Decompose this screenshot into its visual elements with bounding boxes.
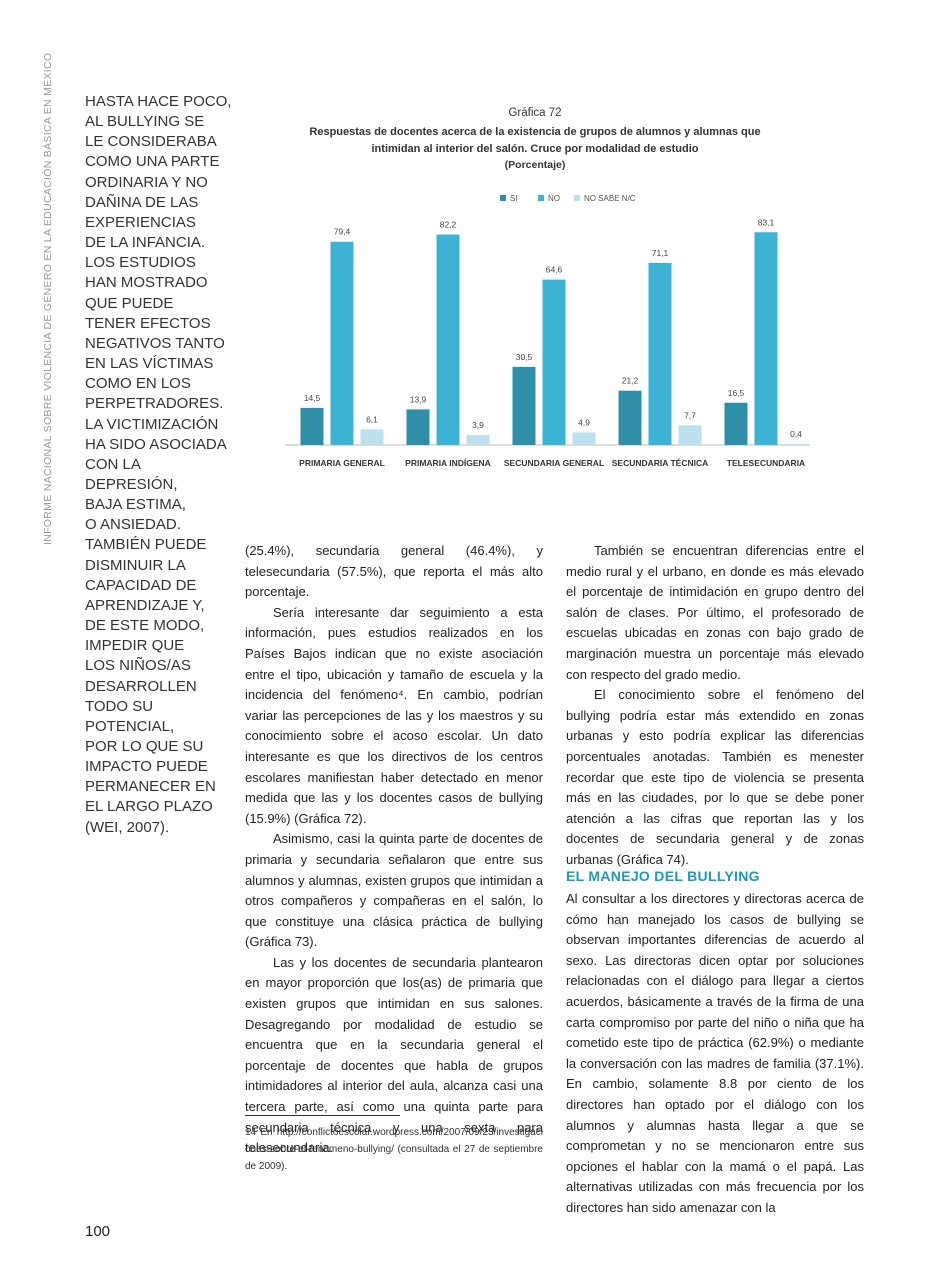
bar — [648, 262, 672, 445]
paragraph: Las y los docentes de secundaria plantea… — [245, 954, 543, 1156]
bar — [406, 409, 430, 445]
bar — [330, 241, 354, 445]
legend-swatch — [574, 195, 580, 201]
legend-swatch — [500, 195, 506, 201]
quote-line: IMPEDIR QUE — [85, 637, 185, 655]
quote-line: AL BULLYING SE — [85, 113, 205, 131]
paragraph: (25.4%), secundaria general (46.4%), y t… — [245, 543, 543, 600]
bar — [360, 429, 384, 445]
value-label: 3,9 — [472, 420, 484, 430]
quote-line: PERMANECER EN — [85, 778, 216, 796]
quote-line: TAMBIÉN PUEDE — [85, 536, 207, 554]
x-tick-label: PRIMARIA INDÍGENA — [405, 458, 491, 468]
paragraph: También se encuentran diferencias entre … — [566, 543, 864, 682]
value-label: 0,4 — [790, 429, 802, 439]
value-label: 82,2 — [440, 220, 457, 230]
bar — [678, 425, 702, 445]
value-label: 71,1 — [652, 248, 669, 258]
paragraph: El conocimiento sobre el fenómeno del bu… — [566, 687, 864, 867]
paragraph: Asimismo, casi la quinta parte de docent… — [245, 831, 543, 950]
quote-line: EXPERIENCIAS — [85, 213, 196, 231]
bar — [300, 407, 324, 445]
paragraph: Al consultar a los directores y director… — [566, 891, 864, 1215]
section-heading: EL MANEJO DEL BULLYING — [566, 868, 760, 884]
chart-title: Respuestas de docentes acerca de la exis… — [309, 126, 761, 155]
value-label: 7,7 — [684, 410, 696, 420]
quote-line: POTENCIAL, — [85, 717, 175, 735]
quote-line: LOS ESTUDIOS — [85, 254, 196, 272]
quote-line: DISMINUIR LA — [85, 556, 186, 574]
chart-label: Gráfica 72 — [508, 107, 562, 119]
quote-line: TODO SU — [85, 697, 154, 715]
x-tick-label: PRIMARIA GENERAL — [299, 458, 385, 468]
quote-line: PERPETRADORES. — [85, 395, 224, 413]
quote-line: ORDINARIA Y NO — [85, 173, 208, 191]
quote-line: COMO EN LOS — [85, 375, 191, 393]
bar — [436, 234, 460, 445]
body-column: (25.4%), secundaria general (46.4%), y t… — [245, 541, 543, 1159]
bar — [754, 232, 778, 445]
bar — [466, 435, 490, 445]
legend-label: NO SABE N/C — [584, 194, 636, 203]
quote-line: LOS NIÑOS/AS — [85, 657, 191, 675]
quote-line: (WEI, 2007). — [85, 818, 170, 836]
bar — [724, 402, 748, 445]
pull-quote: HASTA HACE POCO, AL BULLYING SE LE CONSIDE… — [85, 92, 235, 838]
quote-line: HAN MOSTRADO — [85, 274, 208, 292]
chart: SI NO NO SABE N/C 14,5 79,4 6,1 PRIMARIA GENER… — [240, 92, 830, 492]
quote-line: TENER EFECTOS — [85, 314, 211, 332]
x-tick-label: TELESECUNDARIA — [727, 458, 805, 468]
quote-line: HA SIDO ASOCIADA — [85, 435, 227, 453]
page-number: 100 — [85, 1223, 111, 1240]
value-label: 6,1 — [366, 414, 378, 424]
value-label: 14,5 — [304, 393, 321, 403]
quote-line: CAPACIDAD DE — [85, 576, 197, 594]
quote-line: LE CONSIDERABA — [85, 133, 217, 151]
bar — [618, 390, 642, 445]
value-label: 30,5 — [516, 352, 533, 362]
running-title: INFORME NACIONAL SOBRE VIOLENCIA DE GÉNE… — [42, 52, 54, 545]
value-label: 21,2 — [622, 376, 639, 386]
quote-line: LA VICTIMIZACIÓN — [85, 415, 219, 433]
body-column: Al consultar a los directores y director… — [566, 889, 864, 1219]
quote-line: DE LA INFANCIA. — [85, 234, 206, 252]
footnote: 14 En http://conflictoescolar.wordpress.… — [245, 1127, 543, 1172]
quote-line: DE ESTE MODO, — [85, 617, 205, 635]
paragraph: Sería interesante dar seguimiento a esta… — [245, 604, 543, 826]
quote-line: NEGATIVOS TANTO — [85, 334, 225, 352]
chart-subtitle: (Porcentaje) — [504, 159, 566, 171]
bar — [542, 279, 566, 445]
quote-line: APRENDIZAJE Y, — [85, 596, 205, 614]
chart-svg: SI NO NO SABE N/C 14,5 79,4 6,1 PRIMARIA GENER… — [285, 194, 810, 468]
bar — [512, 366, 536, 445]
quote-line: EL LARGO PLAZO — [85, 798, 213, 816]
footnote-rule — [245, 1115, 400, 1116]
quote-line: QUE PUEDE — [85, 294, 174, 312]
quote-line: HASTA HACE POCO, — [85, 93, 232, 110]
quote-line: DESARROLLEN — [85, 677, 197, 695]
quote-line: POR LO QUE SU — [85, 738, 204, 755]
value-label: 16,5 — [728, 388, 745, 398]
value-label: 83,1 — [758, 217, 775, 227]
value-label: 4,9 — [578, 417, 590, 427]
quote-line: DAÑINA DE LAS — [85, 193, 199, 211]
bar — [784, 443, 808, 445]
quote-line: BAJA ESTIMA, — [85, 496, 186, 514]
value-label: 64,6 — [546, 265, 563, 275]
x-tick-label: SECUNDARIA GENERAL — [504, 458, 604, 468]
quote-line: EN LAS VÍCTIMAS — [85, 355, 214, 373]
x-tick-label: SECUNDARIA TÉCNICA — [612, 458, 709, 468]
value-label: 79,4 — [334, 227, 351, 237]
bar — [572, 432, 596, 445]
quote-line: COMO UNA PARTE — [85, 153, 220, 171]
quote-line: O ANSIEDAD. — [85, 516, 181, 534]
body-column: También se encuentran diferencias entre … — [566, 541, 864, 871]
quote-line: IMPACTO PUEDE — [85, 758, 208, 776]
quote-line: CON LA DEPRESIÓN, — [85, 455, 178, 493]
legend-label: SI — [510, 194, 518, 203]
legend-swatch — [538, 195, 544, 201]
legend-label: NO — [548, 194, 560, 203]
value-label: 13,9 — [410, 394, 427, 404]
